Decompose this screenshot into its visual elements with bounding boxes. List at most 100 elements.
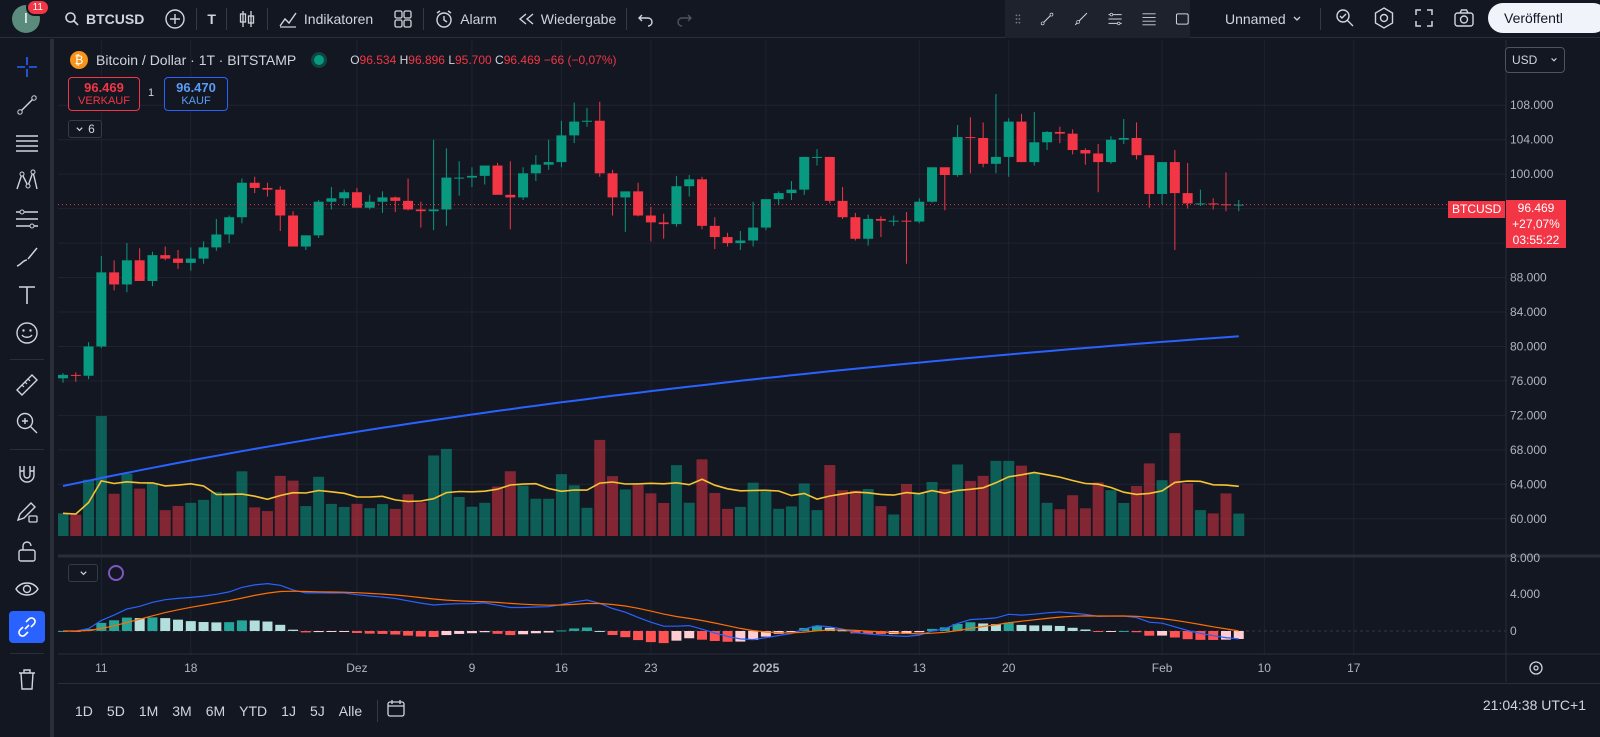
clock-timezone[interactable]: 21:04:38 UTC+1 xyxy=(1482,697,1586,713)
time-range-button[interactable]: 5J xyxy=(309,702,325,719)
high-value: 96.896 xyxy=(408,53,445,67)
macd-histogram-bar xyxy=(224,622,235,631)
market-status-icon[interactable] xyxy=(314,55,325,65)
symbol-title[interactable]: Bitcoin / Dollar · 1T · BITSTAMP xyxy=(96,52,297,68)
drag-handle-icon[interactable] xyxy=(1015,11,1021,27)
rectangle-icon[interactable] xyxy=(1175,9,1190,29)
time-range-button[interactable]: YTD xyxy=(239,702,268,719)
redo-button[interactable] xyxy=(665,0,703,38)
trend-line-tool[interactable] xyxy=(9,89,45,121)
price-chart[interactable]: 108.000104.000100.00096.00092.00088.0008… xyxy=(58,40,1600,682)
volume-bar xyxy=(1182,483,1194,536)
x-tick-label: Dez xyxy=(346,661,367,675)
last-price-label: 96.469 +27,07% 03:55:22 xyxy=(1506,200,1566,248)
candle-body xyxy=(236,182,247,218)
fib-retracement-icon[interactable] xyxy=(1141,8,1157,30)
macd-histogram-bar xyxy=(262,621,273,631)
macd-histogram-bar xyxy=(735,631,746,642)
text-tool[interactable] xyxy=(9,279,45,311)
x-tick-label: 2025 xyxy=(753,661,780,675)
volume-bar xyxy=(1092,482,1104,536)
sync-drawings-tool[interactable] xyxy=(9,611,45,643)
spread-value: 1 xyxy=(148,87,155,99)
snapshot-button[interactable] xyxy=(1452,6,1476,35)
candle-body xyxy=(300,235,311,247)
macd-histogram-bar xyxy=(466,631,477,634)
pattern-tool[interactable] xyxy=(9,165,45,197)
candle-body xyxy=(415,209,426,212)
bar-countdown: 03:55:22 xyxy=(1512,233,1560,247)
horizontal-lines-tool[interactable] xyxy=(9,127,45,159)
magnet-tool[interactable] xyxy=(9,459,45,491)
macd-histogram-bar xyxy=(390,631,401,635)
macd-histogram-bar xyxy=(211,622,222,631)
volume-bar xyxy=(172,505,184,536)
time-range-button[interactable]: 1M xyxy=(138,702,159,719)
templates-button[interactable] xyxy=(383,0,423,38)
brush-icon xyxy=(16,247,38,267)
time-range-button[interactable]: 5D xyxy=(106,702,125,719)
measure-tool[interactable] xyxy=(9,369,45,401)
currency-select[interactable]: USD xyxy=(1505,47,1565,73)
brush-tool[interactable] xyxy=(9,241,45,273)
macd-tick-label: 0 xyxy=(1510,624,1517,638)
alert-button[interactable]: Alarm xyxy=(424,0,507,38)
fullscreen-button[interactable] xyxy=(1412,6,1436,35)
date-range-button[interactable] xyxy=(386,698,406,723)
symbol-search-button[interactable]: BTCUSD xyxy=(54,0,154,38)
magnet-icon xyxy=(19,466,35,483)
time-range-button[interactable]: 1D xyxy=(75,702,93,719)
candle-body xyxy=(70,374,81,376)
volume-bar xyxy=(811,510,823,536)
trend-line-icon[interactable] xyxy=(1039,8,1055,30)
parallel-channel-icon[interactable] xyxy=(1107,8,1123,30)
remove-drawings-tool[interactable] xyxy=(9,663,45,695)
replay-button[interactable]: Wiedergabe xyxy=(507,0,627,38)
candle-body xyxy=(249,182,260,188)
candle-body xyxy=(786,189,797,194)
settings-button[interactable] xyxy=(1372,6,1396,35)
sell-button[interactable]: 96.469 VERKAUF xyxy=(68,77,140,111)
y-tick-label: 64.000 xyxy=(1510,477,1547,491)
crosshair-tool[interactable] xyxy=(9,51,45,83)
volume-bar xyxy=(198,499,210,536)
interval-button[interactable]: T xyxy=(197,0,226,38)
time-range-button[interactable]: 1J xyxy=(281,702,296,719)
user-avatar[interactable]: I 11 xyxy=(12,0,50,33)
pencil-lock-icon xyxy=(16,502,38,523)
quick-search-button[interactable] xyxy=(1333,6,1357,35)
compare-symbol-button[interactable] xyxy=(154,0,196,38)
time-range-button[interactable]: Alle xyxy=(338,702,363,719)
fib-tool[interactable] xyxy=(9,203,45,235)
volume-bar xyxy=(249,507,261,536)
y-tick-label: 84.000 xyxy=(1510,305,1547,319)
buy-button[interactable]: 96.470 KAUF xyxy=(164,77,228,111)
volume-bar xyxy=(913,493,925,536)
volume-bar xyxy=(479,502,491,536)
indicators-collapse-button[interactable]: 6 xyxy=(68,120,102,138)
layout-name-button[interactable]: Unnamed xyxy=(1215,0,1312,38)
candle-body xyxy=(518,173,529,198)
chevron-down-icon xyxy=(76,126,83,131)
volume-bar xyxy=(760,491,772,536)
macd-histogram-bar xyxy=(594,630,605,632)
macd-collapse-button[interactable] xyxy=(68,564,98,582)
zoom-tool[interactable] xyxy=(9,407,45,439)
publish-button[interactable]: Veröffentl xyxy=(1488,3,1600,33)
hide-drawings-tool[interactable] xyxy=(9,573,45,605)
undo-button[interactable] xyxy=(627,0,665,38)
buy-price: 96.470 xyxy=(176,80,216,95)
chart-type-button[interactable] xyxy=(227,0,267,38)
macd-histogram-bar xyxy=(709,631,720,641)
ray-line-icon[interactable] xyxy=(1073,8,1089,30)
indicators-button[interactable]: Indikatoren xyxy=(268,0,383,38)
toolbar-divider xyxy=(626,7,628,30)
time-range-button[interactable]: 6M xyxy=(205,702,226,719)
macd-histogram-bar xyxy=(1118,630,1129,632)
stay-in-drawing-tool[interactable] xyxy=(9,497,45,529)
time-range-button[interactable]: 3M xyxy=(172,702,192,719)
macd-histogram-bar xyxy=(1016,624,1027,631)
emoji-tool[interactable] xyxy=(9,317,45,349)
lock-drawings-tool[interactable] xyxy=(9,535,45,567)
time-axis-settings-button[interactable] xyxy=(1528,660,1544,681)
